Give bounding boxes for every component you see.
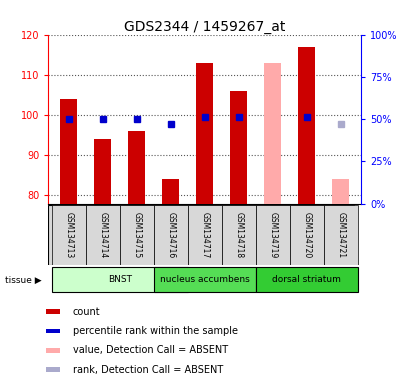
- Text: GSM134713: GSM134713: [64, 212, 73, 258]
- Text: GSM134720: GSM134720: [302, 212, 311, 258]
- Bar: [120, 205, 154, 265]
- Bar: [47, 348, 60, 353]
- Bar: [154, 205, 188, 265]
- Bar: [222, 205, 256, 265]
- Text: GSM134721: GSM134721: [336, 212, 345, 258]
- Bar: [128, 131, 145, 204]
- Text: rank, Detection Call = ABSENT: rank, Detection Call = ABSENT: [73, 365, 223, 375]
- Bar: [47, 367, 60, 372]
- Text: GSM134719: GSM134719: [268, 212, 277, 258]
- Bar: [47, 309, 60, 314]
- Bar: [256, 205, 290, 265]
- Bar: [324, 205, 358, 265]
- Text: GSM134716: GSM134716: [166, 212, 175, 258]
- Bar: [230, 91, 247, 204]
- Title: GDS2344 / 1459267_at: GDS2344 / 1459267_at: [124, 20, 286, 33]
- Bar: [94, 139, 111, 204]
- Bar: [196, 63, 213, 204]
- Text: percentile rank within the sample: percentile rank within the sample: [73, 326, 238, 336]
- Text: BNST: BNST: [108, 275, 132, 284]
- Text: GSM134715: GSM134715: [132, 212, 141, 258]
- Bar: [162, 179, 179, 204]
- Bar: [86, 205, 120, 265]
- Text: count: count: [73, 306, 100, 317]
- Bar: [52, 268, 188, 292]
- Bar: [256, 268, 358, 292]
- Bar: [47, 329, 60, 333]
- Bar: [60, 99, 77, 204]
- Text: tissue ▶: tissue ▶: [5, 275, 42, 285]
- Bar: [264, 63, 281, 204]
- Bar: [154, 268, 256, 292]
- Text: GSM134718: GSM134718: [234, 212, 243, 258]
- Bar: [188, 205, 222, 265]
- Bar: [298, 46, 315, 204]
- Text: dorsal striatum: dorsal striatum: [272, 275, 341, 284]
- Bar: [290, 205, 324, 265]
- Text: GSM134717: GSM134717: [200, 212, 209, 258]
- Bar: [332, 179, 349, 204]
- Text: GSM134714: GSM134714: [98, 212, 107, 258]
- Bar: [52, 205, 86, 265]
- Text: nucleus accumbens: nucleus accumbens: [160, 275, 249, 284]
- Text: value, Detection Call = ABSENT: value, Detection Call = ABSENT: [73, 345, 228, 355]
